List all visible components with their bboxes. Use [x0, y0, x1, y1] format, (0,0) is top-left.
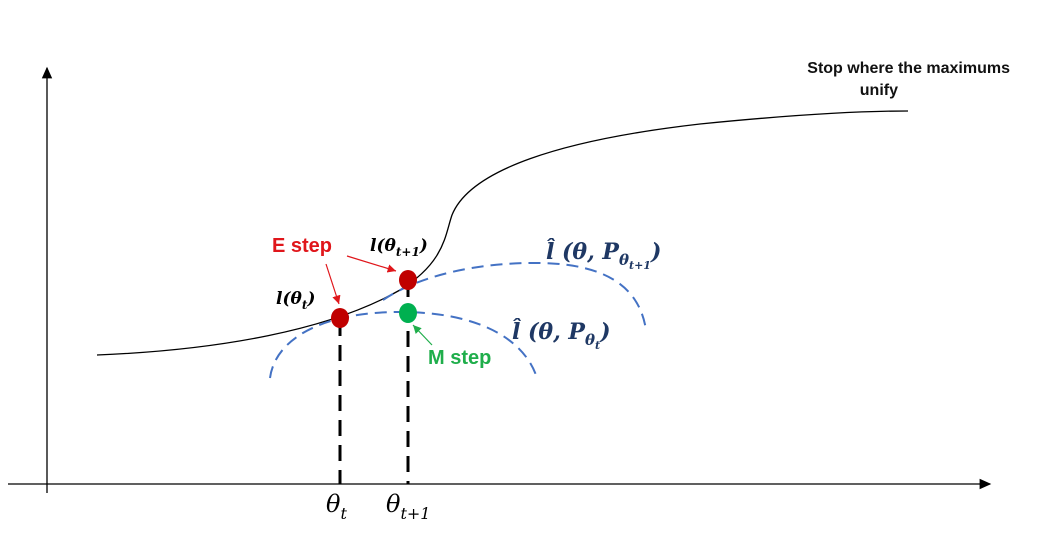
lower-bound-curve-t	[269, 310, 538, 379]
svg-text:l̂ (θ, Pθt): l̂ (θ, Pθt)	[512, 319, 611, 352]
stop-note: Stop where the maximums unify	[740, 58, 1010, 102]
axis-label-theta-t1: θt+1	[386, 490, 430, 523]
axis-label-theta-t: θt	[326, 490, 347, 523]
point-l-theta-t1	[399, 270, 417, 290]
svg-text:θt: θt	[326, 490, 347, 523]
m-step-arrow	[412, 324, 433, 346]
m-step-label: M step	[428, 347, 491, 369]
stop-note-line-1: Stop where the maximums	[807, 60, 1010, 77]
point-l-theta-t	[331, 308, 349, 328]
svg-text:θt+1: θt+1	[386, 490, 430, 523]
stop-note-line-2: unify	[859, 82, 898, 99]
point-m-step	[399, 303, 417, 323]
label-lhat-t1: l̂ (θ, Pθt+1)	[546, 239, 661, 272]
label-l-theta-t: l(θt)	[276, 289, 315, 312]
svg-text:l(θt): l(θt)	[276, 289, 315, 312]
svg-text:l(θt+1): l(θt+1)	[370, 236, 428, 259]
label-lhat-t: l̂ (θ, Pθt)	[512, 319, 611, 352]
e-step-arrow-1	[325, 263, 341, 305]
label-l-theta-t1: l(θt+1)	[370, 236, 428, 259]
e-step-label: E step	[272, 235, 332, 257]
lower-bound-curve-t1	[382, 261, 647, 331]
e-step-arrow-2	[346, 255, 397, 273]
likelihood-curve	[96, 110, 909, 356]
svg-text:l̂ (θ, Pθt+1): l̂ (θ, Pθt+1)	[546, 239, 661, 272]
